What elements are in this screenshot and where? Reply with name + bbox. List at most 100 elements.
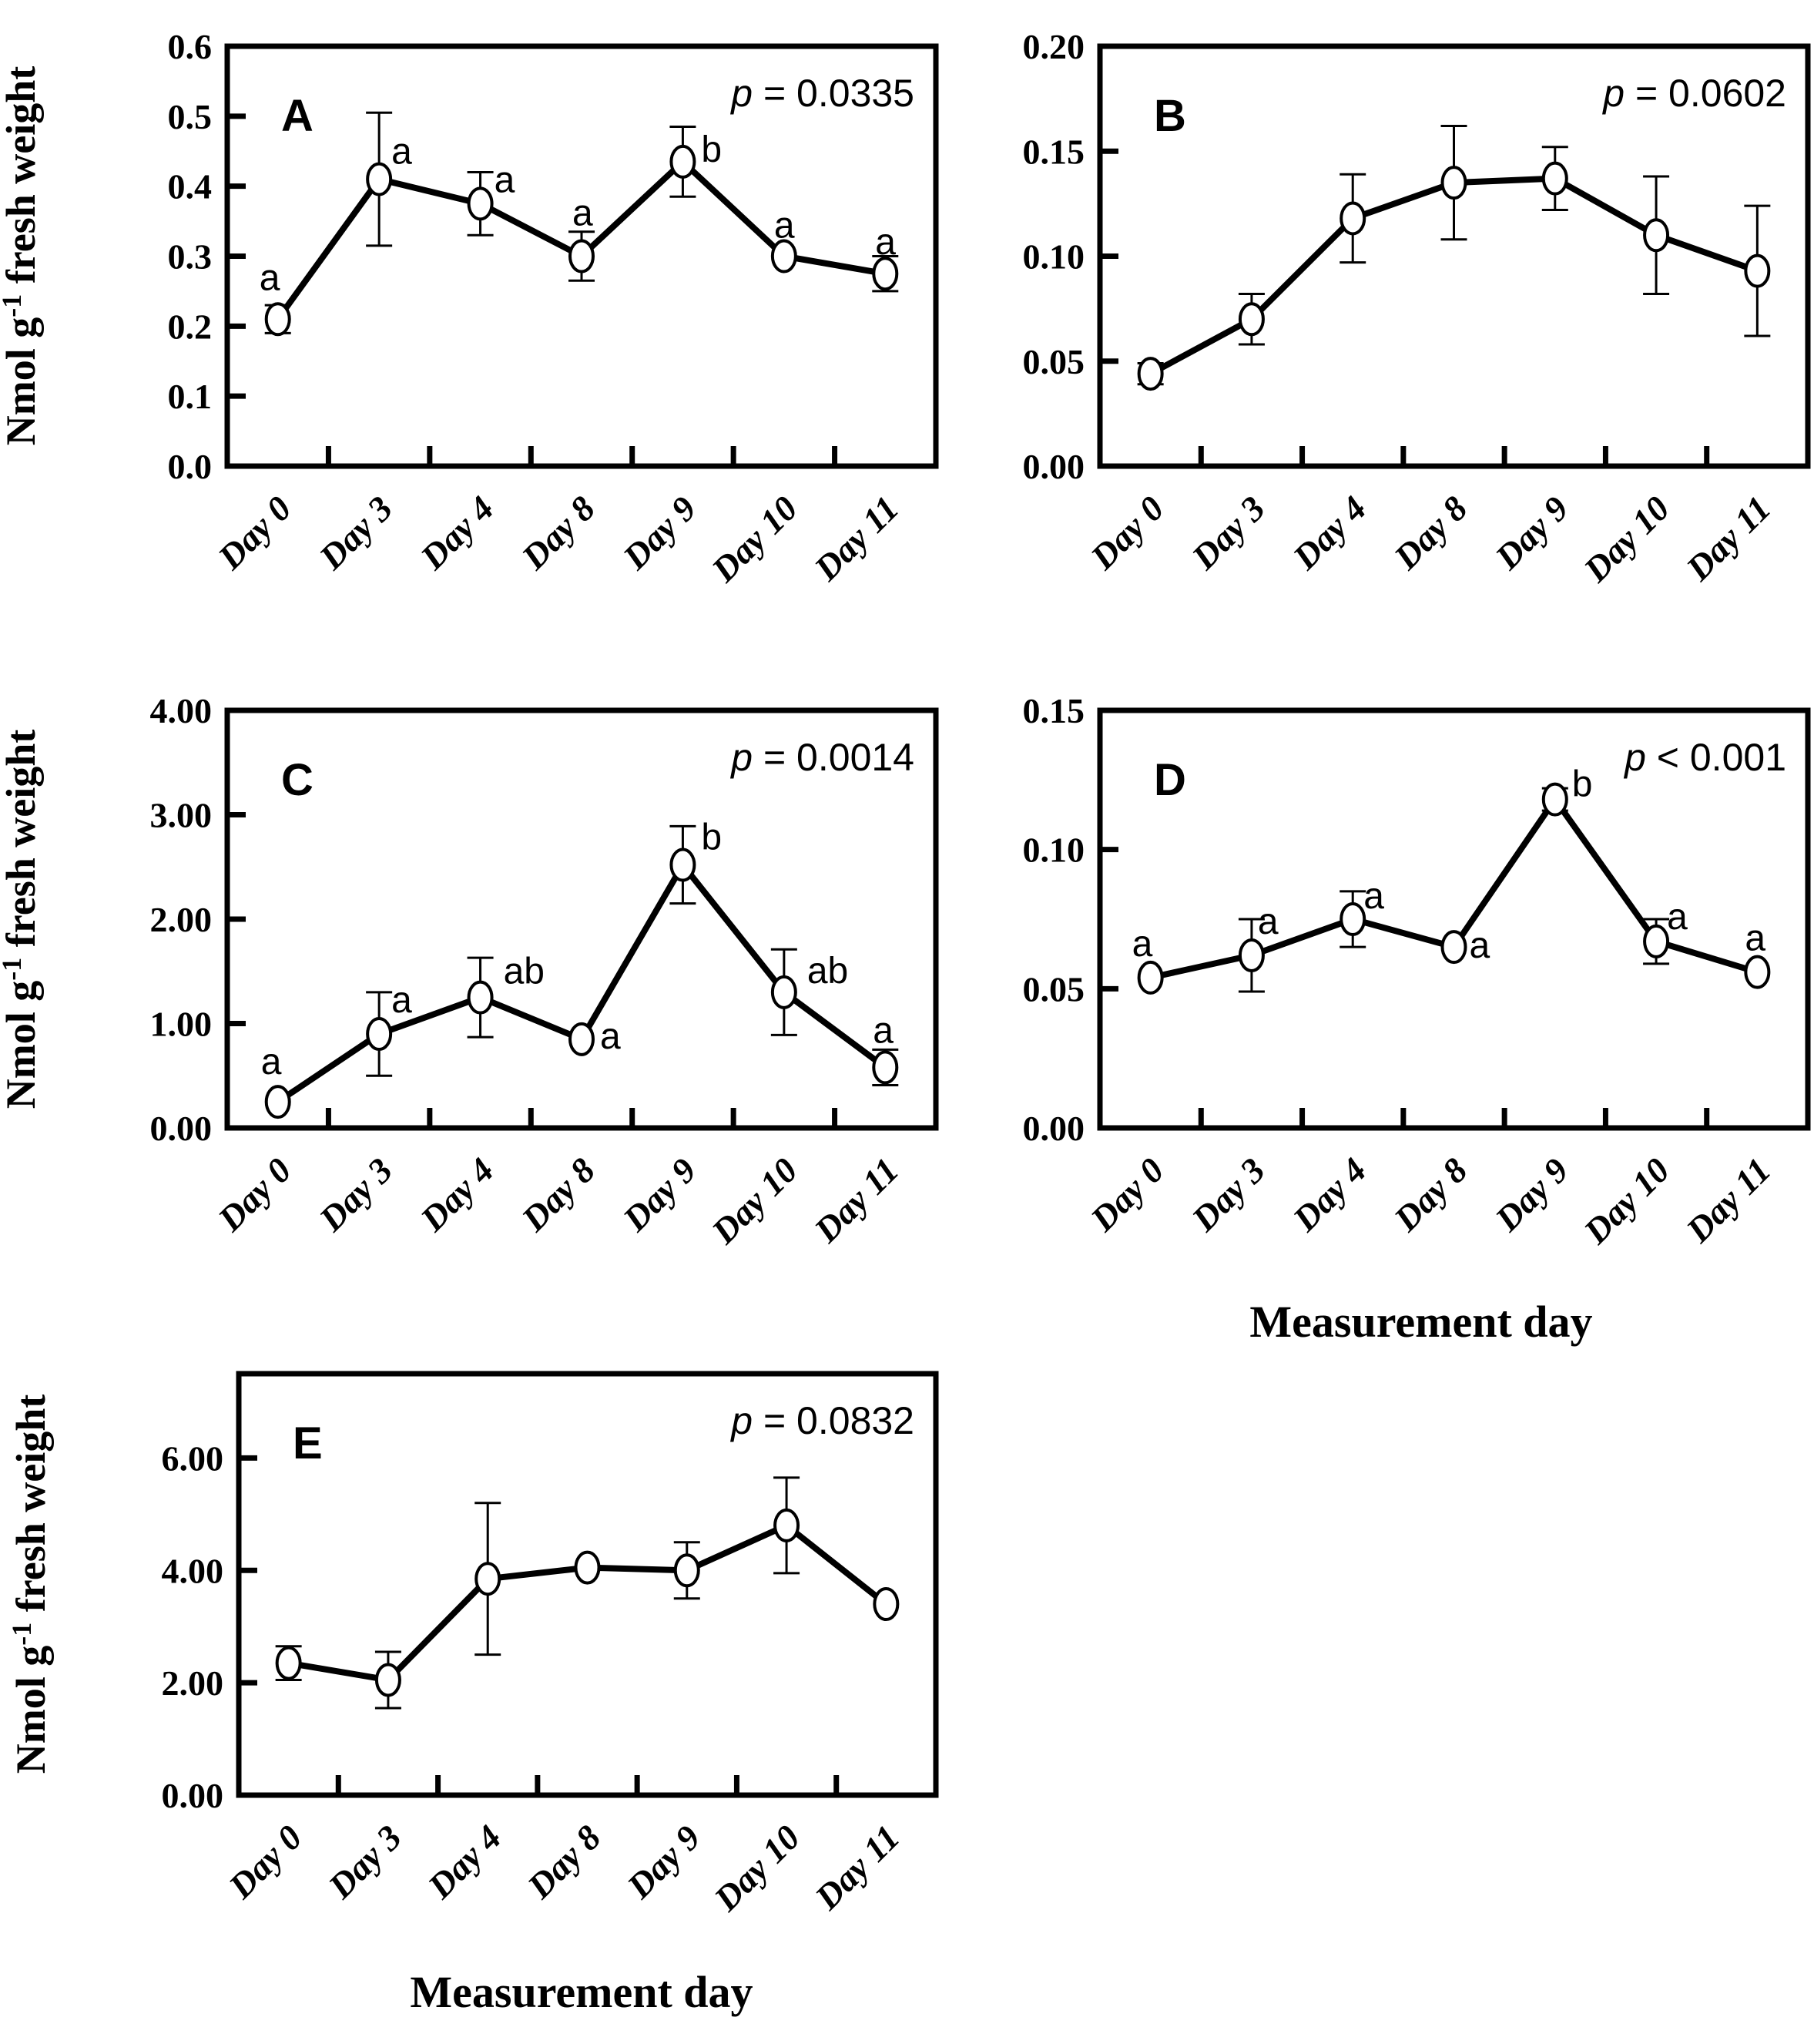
significance-letter: a <box>875 222 896 263</box>
data-point-marker <box>474 1562 501 1596</box>
y-tick-label: 2.00 <box>162 1663 224 1703</box>
y-tick-label: 0.0 <box>168 447 213 486</box>
p-value-label: p = 0.0602 <box>1601 72 1786 115</box>
x-tick-label: Day 8 <box>514 488 602 577</box>
x-tick-label: Day 10 <box>1576 1150 1678 1252</box>
x-tick-label: Day 0 <box>210 1150 298 1239</box>
x-axis-title: Measurement day <box>1249 1297 1592 1347</box>
y-tick-label: 1.00 <box>150 1005 213 1044</box>
y-tick-label: 6.00 <box>162 1438 224 1478</box>
data-point-marker <box>1440 166 1467 200</box>
data-point-marker <box>275 1646 302 1680</box>
data-point-marker <box>1137 357 1164 391</box>
data-point-marker <box>366 1017 393 1052</box>
data-point-marker <box>770 239 797 274</box>
data-point-marker <box>1541 161 1568 196</box>
p-value-label: p = 0.0014 <box>729 736 914 779</box>
significance-letter: a <box>1470 925 1490 966</box>
p-value-label: p < 0.001 <box>1623 736 1786 779</box>
x-tick-label: Day 10 <box>706 1817 808 1919</box>
x-tick-label: Day 4 <box>420 1817 508 1906</box>
x-tick-label: Day 3 <box>1184 488 1272 577</box>
x-tick-label: Day 9 <box>615 1150 703 1239</box>
y-tick-label: 0.15 <box>1023 132 1085 171</box>
significance-letter: a <box>391 132 412 173</box>
y-tick-label: 0.10 <box>1023 237 1085 277</box>
y-tick-label: 0.05 <box>1023 969 1085 1009</box>
x-tick-label: Day 8 <box>1386 1150 1474 1239</box>
panel-letter: E <box>293 1418 323 1468</box>
x-tick-label: Day 11 <box>1678 488 1779 589</box>
y-tick-label: 0.2 <box>168 307 213 346</box>
data-point-marker <box>467 186 494 221</box>
x-tick-label: Day 3 <box>311 1150 400 1239</box>
x-tick-label: Day 11 <box>1678 1150 1779 1250</box>
x-tick-label: Day 3 <box>1184 1150 1272 1239</box>
significance-letter: a <box>1363 876 1384 917</box>
data-point-marker <box>1340 902 1366 936</box>
x-tick-label: Day 0 <box>1082 1150 1171 1239</box>
y-tick-label: 0.00 <box>162 1776 224 1815</box>
data-point-marker <box>770 975 797 1009</box>
significance-letter: b <box>701 817 722 858</box>
x-tick-label: Day 11 <box>807 1817 907 1918</box>
panel-letter: A <box>281 91 314 141</box>
significance-letter: a <box>495 159 515 200</box>
significance-letter: a <box>774 206 795 247</box>
data-point-marker <box>467 980 494 1015</box>
x-tick-label: Day 8 <box>519 1817 608 1906</box>
data-point-marker <box>873 1587 900 1622</box>
significance-letter: ab <box>807 951 848 992</box>
significance-letter: a <box>1667 897 1688 938</box>
x-tick-label: Day 11 <box>806 488 907 589</box>
x-tick-label: Day 9 <box>615 488 703 577</box>
panel-letter: C <box>281 755 314 805</box>
significance-letter: a <box>1132 924 1153 965</box>
y-axis-title: Nmol g-1 fresh weight <box>0 66 44 445</box>
x-tick-label: Day 9 <box>619 1817 707 1906</box>
data-point-marker <box>872 1050 899 1085</box>
data-point-marker <box>264 1085 291 1119</box>
plot-box <box>236 1371 939 1798</box>
data-point-marker <box>568 1022 595 1056</box>
significance-letter: a <box>391 980 412 1021</box>
y-tick-label: 0.00 <box>1023 447 1085 486</box>
x-tick-label: Day 10 <box>1576 488 1678 590</box>
x-tick-label: Day 3 <box>311 488 400 577</box>
significance-letter: a <box>261 1042 282 1082</box>
data-point-marker <box>1238 938 1265 972</box>
panel-letter: B <box>1154 91 1186 141</box>
x-tick-label: Day 4 <box>412 1150 501 1239</box>
x-tick-label: Day 0 <box>220 1817 309 1906</box>
y-tick-label: 0.05 <box>1023 342 1085 381</box>
y-tick-label: 4.00 <box>150 691 213 730</box>
panel-letter: D <box>1154 755 1186 805</box>
y-tick-label: 0.5 <box>168 97 213 136</box>
significance-letter: a <box>1745 918 1765 959</box>
x-tick-label: Day 0 <box>210 488 298 577</box>
data-point-marker <box>1541 782 1568 817</box>
x-axis-title: Measurement day <box>410 1967 753 2017</box>
data-point-marker <box>669 847 696 882</box>
significance-letter: a <box>600 1016 621 1057</box>
significance-letter: b <box>1572 764 1593 805</box>
significance-letter: a <box>260 257 280 298</box>
x-tick-label: Day 9 <box>1487 1150 1575 1239</box>
p-value-label: p = 0.0832 <box>729 1399 914 1442</box>
data-point-marker <box>1643 218 1670 253</box>
data-point-marker <box>366 162 393 196</box>
data-point-marker <box>1643 924 1670 958</box>
y-tick-label: 0.00 <box>1023 1109 1085 1148</box>
significance-letter: a <box>1258 901 1279 942</box>
data-point-marker <box>374 1663 401 1697</box>
data-point-marker <box>1137 960 1164 995</box>
x-tick-label: Day 4 <box>1285 1150 1373 1239</box>
data-point-marker <box>264 302 291 337</box>
x-tick-label: Day 3 <box>320 1817 409 1906</box>
x-tick-label: Day 0 <box>1082 488 1171 577</box>
y-tick-label: 0.15 <box>1023 691 1085 730</box>
significance-letter: b <box>701 129 722 170</box>
